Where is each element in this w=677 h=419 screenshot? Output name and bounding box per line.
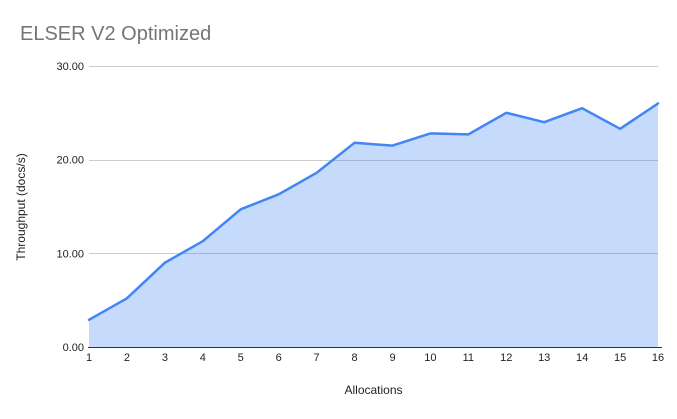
x-tick-label: 6 [276,352,282,364]
x-tick-label: 16 [652,352,664,364]
y-axis-title: Throughput (docs/s) [14,153,28,261]
x-tick-label: 3 [162,352,168,364]
area-fill [89,103,658,347]
y-tick-label: 0.00 [63,342,84,354]
x-tick-label: 7 [314,352,320,364]
x-tick-label: 1 [86,352,92,364]
x-tick-label: 9 [389,352,395,364]
x-tick-label: 15 [614,352,626,364]
y-tick-label: 30.00 [56,61,84,73]
x-tick-label: 4 [200,352,206,364]
y-tick-label: 20.00 [56,155,84,167]
x-tick-label: 10 [424,352,436,364]
x-tick-label: 14 [576,352,588,364]
x-tick-label: 8 [351,352,357,364]
chart-title: ELSER V2 Optimized [20,23,212,45]
x-tick-label: 5 [238,352,244,364]
y-tick-label: 10.00 [56,248,84,260]
x-tick-label: 2 [124,352,130,364]
x-tick-label: 13 [538,352,550,364]
series-line [87,102,660,322]
x-tick-label: 11 [463,352,474,364]
x-tick-label: 12 [500,352,512,364]
x-axis-title: Allocations [344,383,403,397]
